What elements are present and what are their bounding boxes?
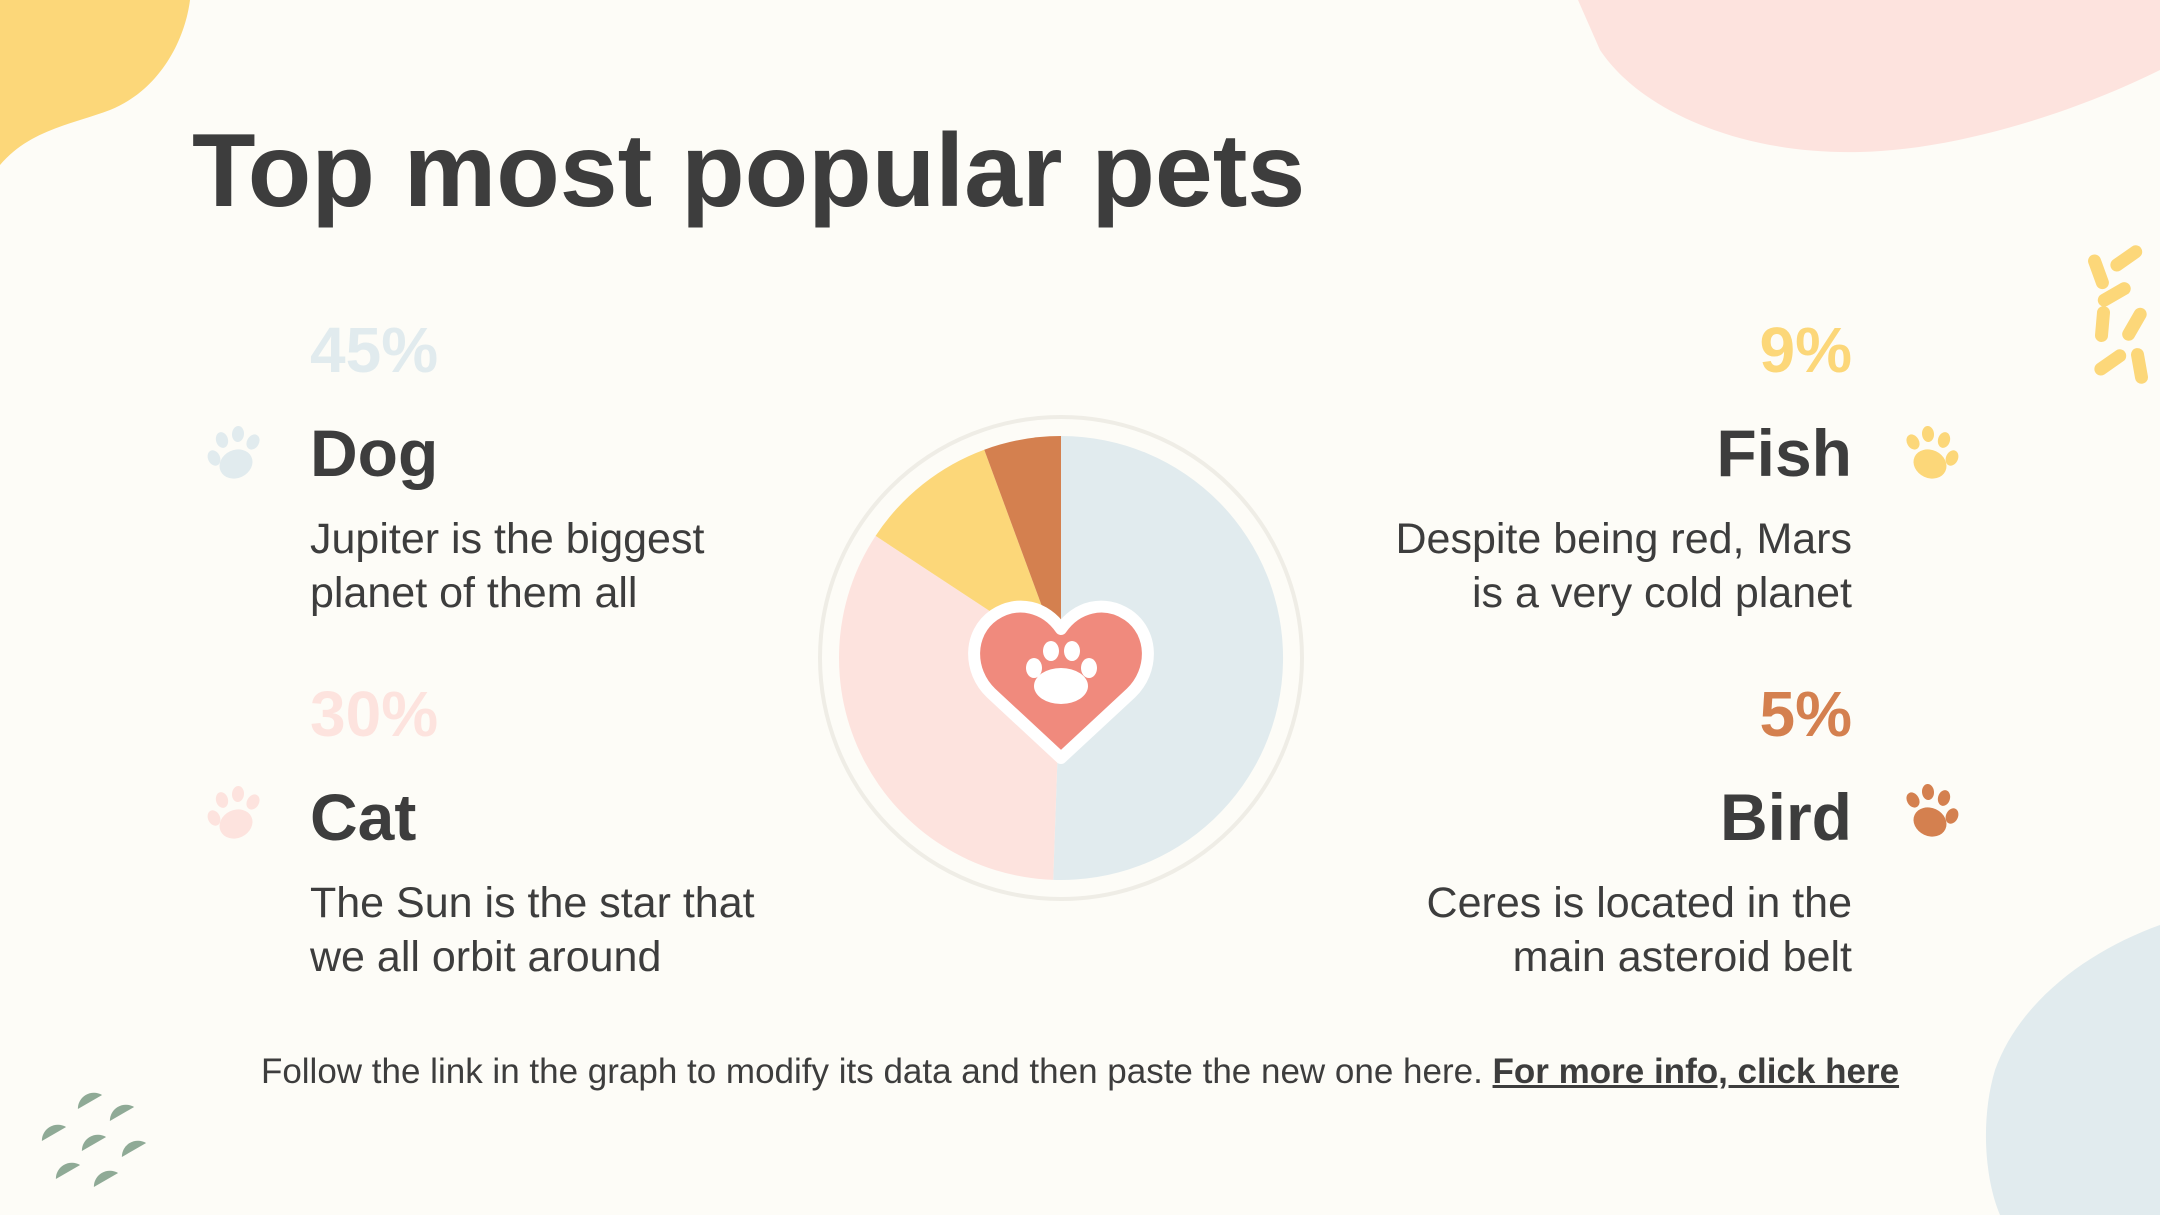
pet-description-dog: Jupiter is the biggest planet of them al… (310, 512, 870, 620)
percent-label-dog: 45% (310, 314, 439, 386)
pet-description-bird-line1: Ceres is located in the (1426, 879, 1852, 927)
pet-description-cat-line1: The Sun is the star that (310, 879, 755, 927)
percent-label-cat: 30% (310, 678, 439, 750)
pet-description-bird-line2: main asteroid belt (1512, 933, 1852, 981)
heart-paw-icon (968, 600, 1154, 764)
pet-name-cat: Cat (310, 780, 417, 854)
pet-name-dog: Dog (310, 416, 439, 490)
footer-text: Follow the link in the graph to modify i… (260, 1052, 1483, 1091)
pie-slice-dog[interactable] (1053, 436, 1284, 880)
blue-corner-blob (1985, 925, 2160, 1215)
yellow-dashes-icon (2088, 245, 2148, 384)
pet-description-fish: Despite being red, Mars is a very cold p… (1292, 512, 1853, 620)
page-title: Top most popular pets (192, 113, 1306, 229)
pet-description-fish-line1: Despite being red, Mars (1395, 515, 1853, 563)
pie-chart[interactable] (818, 415, 1304, 901)
pet-description-cat: The Sun is the star that we all orbit ar… (310, 876, 870, 984)
pink-corner-blob (1578, 0, 2160, 153)
pet-description-dog-line2: planet of them all (310, 569, 638, 617)
percent-label-bird: 5% (1759, 678, 1853, 750)
percent-label-fish: 9% (1759, 314, 1853, 386)
paw-icon-dog (207, 426, 260, 479)
footer-note: Follow the link in the graph to modify i… (0, 1052, 2160, 1092)
paw-icon-fish (1906, 426, 1959, 479)
paw-icon-cat (207, 786, 260, 839)
yellow-corner-blob (0, 0, 190, 165)
legend-item-bird: 5% Bird Ceres is located in the main ast… (1292, 682, 1852, 984)
pet-description-fish-line2: is a very cold planet (1471, 569, 1852, 617)
pet-name-bird: Bird (1720, 780, 1852, 854)
legend-item-fish: 9% Fish Despite being red, Mars is a ver… (1292, 314, 1853, 620)
legend-item-dog: 45% Dog Jupiter is the biggest planet of… (310, 318, 870, 620)
green-leaves-icon (41, 1092, 147, 1187)
pet-description-dog-line1: Jupiter is the biggest (310, 515, 705, 563)
more-info-link[interactable]: For more info, click here (1492, 1052, 1900, 1091)
pet-name-fish: Fish (1716, 416, 1852, 490)
legend-item-cat: 30% Cat The Sun is the star that we all … (310, 682, 870, 984)
pet-description-cat-line2: we all orbit around (310, 933, 662, 981)
pet-description-bird: Ceres is located in the main asteroid be… (1292, 876, 1852, 984)
paw-icon-bird (1906, 784, 1959, 837)
pie-slice-bird[interactable] (984, 436, 1061, 658)
